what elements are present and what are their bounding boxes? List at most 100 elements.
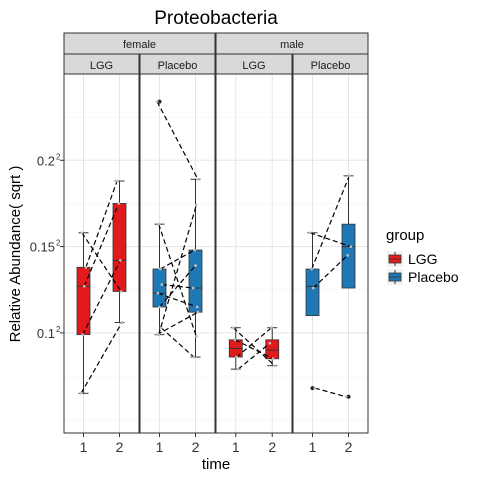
data-point: [195, 305, 199, 309]
box-body: [152, 268, 167, 308]
paired-line: [80, 322, 123, 394]
legend-entry-lgg: LGG: [387, 251, 438, 267]
x-axis-label: time: [202, 456, 230, 473]
outlier-point: [310, 386, 315, 391]
x-tick-label: 2: [116, 439, 124, 455]
x-tick-label: 1: [80, 439, 88, 455]
data-point: [84, 265, 88, 269]
data-point: [231, 326, 235, 330]
data-point: [311, 286, 315, 290]
data-point: [194, 203, 198, 207]
paired-line: [158, 205, 197, 335]
data-point: [236, 367, 240, 371]
data-point: [196, 310, 200, 314]
data-point: [81, 333, 85, 337]
paired-line: [160, 327, 195, 358]
data-point: [80, 231, 84, 235]
panel-male-placebo: Placebo 1 2: [292, 53, 369, 455]
data-point: [120, 321, 124, 324]
paired-line: [83, 203, 120, 287]
facet-label-group: LGG: [242, 60, 265, 72]
panel-border: [292, 73, 369, 434]
data-point: [160, 283, 164, 286]
panel-border: [215, 73, 293, 434]
paired-line: [159, 265, 196, 308]
data-point: [158, 305, 161, 309]
outlier-point: [157, 99, 162, 104]
data-point: [156, 291, 160, 295]
y-tick-label: 0.15: [30, 240, 55, 255]
paired-line: [161, 283, 194, 289]
panel-border: [63, 73, 140, 434]
data-point: [117, 202, 121, 205]
panel-background: [140, 74, 215, 433]
panel-border: [139, 73, 216, 434]
data-point: [273, 364, 277, 368]
paired-line: [85, 180, 118, 268]
data-point: [157, 333, 161, 337]
paired-line: [311, 175, 350, 270]
y-axis-label: Relative Abundance( sqrt ): [7, 166, 24, 343]
x-tick-label: 1: [309, 439, 317, 455]
data-point: [233, 338, 237, 342]
y-tick-exponent: 2: [56, 325, 61, 334]
x-tick-label: 1: [232, 439, 240, 455]
panel-background: [64, 74, 139, 433]
data-point: [310, 267, 314, 271]
data-point: [235, 355, 238, 359]
x-tick-label: 2: [192, 439, 200, 455]
panel-male-lgg: LGG 1 2: [215, 53, 293, 455]
paired-line: [157, 292, 198, 308]
paired-line: [160, 249, 195, 270]
box-body: [305, 268, 320, 317]
data-point: [193, 248, 197, 252]
legend-entry-label: LGG: [408, 251, 438, 267]
data-point: [344, 395, 348, 399]
paired-line: [81, 232, 122, 292]
outlier-point: [346, 394, 351, 399]
data-point: [346, 253, 350, 257]
facet-label-group: LGG: [90, 60, 113, 72]
data-point: [192, 355, 196, 359]
paired-line: [309, 232, 352, 248]
facet-label-group: Placebo: [311, 60, 351, 72]
y-tick-label: 0.2: [37, 153, 55, 168]
paired-line: [237, 342, 271, 370]
legend-title: group: [386, 227, 424, 244]
data-point: [313, 386, 317, 390]
data-point: [158, 267, 162, 271]
data-point: [119, 290, 123, 293]
legend: group LGG Placebo: [386, 227, 459, 285]
data-point: [159, 326, 163, 330]
facet-label-male: male: [280, 39, 304, 51]
paired-line: [156, 101, 199, 180]
box-body: [188, 249, 203, 313]
data-point: [82, 284, 86, 288]
box-body: [112, 203, 127, 292]
paired-line: [158, 223, 197, 337]
panel-female-lgg: LGG 1 2: [63, 53, 140, 455]
data-point: [118, 259, 122, 262]
x-tick-label: 2: [345, 439, 353, 455]
y-tick-exponent: 2: [56, 152, 61, 161]
data-point: [157, 222, 161, 226]
panel-background: [293, 74, 368, 433]
chart-title: Proteobacteria: [154, 8, 278, 29]
data-point: [115, 179, 119, 183]
legend-entry-label: Placebo: [408, 269, 459, 285]
data-point: [194, 264, 197, 267]
data-point: [308, 231, 312, 235]
facet-label-female: female: [123, 39, 156, 51]
box-time-1: [152, 223, 167, 336]
y-tick-exponent: 2: [56, 239, 61, 248]
paired-line: [314, 387, 347, 398]
panel-background: [216, 74, 292, 433]
data-point: [271, 357, 275, 361]
x-tick-label: 1: [156, 439, 164, 455]
paired-line: [82, 260, 121, 335]
data-point: [155, 100, 159, 104]
data-point: [268, 341, 272, 345]
x-tick-label: 2: [268, 439, 276, 455]
data-point: [79, 391, 83, 395]
